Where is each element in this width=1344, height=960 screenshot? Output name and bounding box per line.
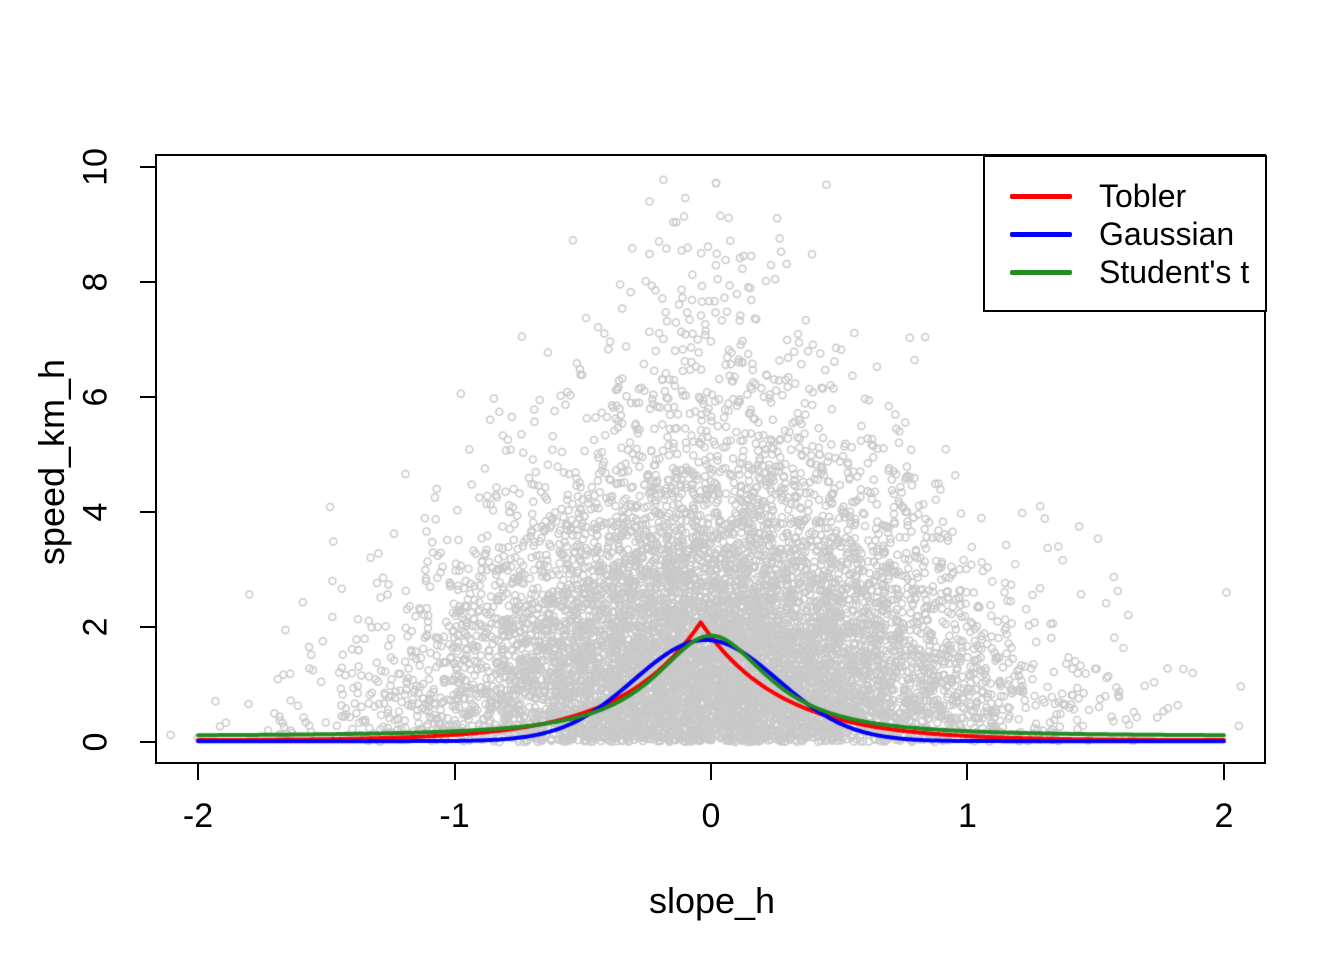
y-tick-mark	[140, 625, 156, 628]
x-tick-mark	[197, 764, 200, 780]
y-tick-label: 2	[76, 617, 115, 637]
x-tick-mark	[966, 764, 969, 780]
x-tick-label: -2	[182, 797, 214, 835]
legend-label: Gaussian	[1099, 216, 1235, 252]
legend-item: Student's t	[985, 253, 1265, 291]
legend: Tobler Gaussian Student's t	[983, 155, 1267, 312]
legend-item: Gaussian	[985, 215, 1265, 253]
y-axis-label: speed_km_h	[31, 358, 72, 566]
y-tick-label: 10	[76, 148, 115, 186]
y-tick-mark	[140, 395, 156, 398]
x-axis-label: slope_h	[648, 880, 776, 921]
y-tick-mark	[140, 165, 156, 168]
x-tick-mark	[1222, 764, 1225, 780]
x-tick-label: -1	[439, 797, 470, 835]
y-tick-mark	[140, 510, 156, 513]
y-tick-label: 4	[76, 502, 115, 522]
legend-line-sample	[1010, 193, 1072, 199]
legend-line-sample	[1010, 231, 1072, 237]
x-tick-mark	[710, 764, 712, 780]
x-tick-label: 1	[958, 797, 977, 835]
legend-line-sample	[1010, 269, 1072, 275]
x-tick-label: 2	[1214, 797, 1234, 835]
legend-label: Tobler	[1099, 178, 1187, 214]
x-tick-label: 0	[701, 797, 721, 835]
y-tick-label: 6	[76, 387, 115, 407]
y-tick-label: 0	[76, 732, 115, 752]
y-tick-label: 8	[76, 272, 115, 292]
legend-item: Tobler	[985, 177, 1265, 215]
x-tick-mark	[453, 764, 456, 780]
legend-label: Student's t	[1099, 254, 1250, 290]
y-tick-mark	[140, 741, 156, 743]
y-tick-mark	[140, 280, 156, 283]
